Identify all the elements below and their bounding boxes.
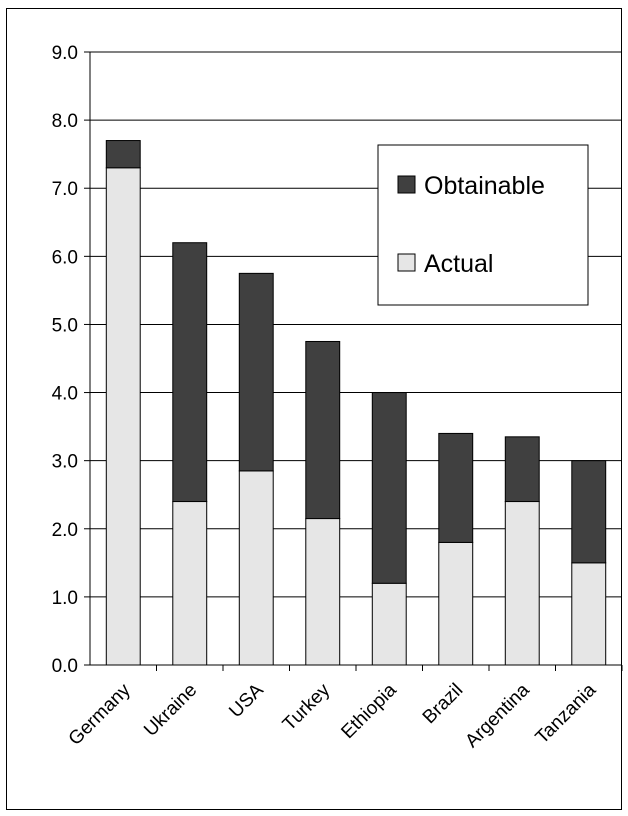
legend-box xyxy=(377,144,589,306)
bar-actual-ukraine xyxy=(172,501,208,666)
y-tick-label: 5.0 xyxy=(52,315,78,336)
bar-obtainable-turkey xyxy=(305,340,341,520)
y-tick-label: 2.0 xyxy=(52,520,78,541)
bar-obtainable-tanzania xyxy=(571,460,607,564)
y-tick-label: 0.0 xyxy=(52,656,78,677)
x-category-label: Brazil xyxy=(419,680,467,728)
bar-obtainable-argentina xyxy=(504,436,540,503)
bar-actual-argentina xyxy=(504,501,540,666)
gridlines xyxy=(90,51,622,598)
y-tick-label: 8.0 xyxy=(52,111,78,132)
y-tick-label: 3.0 xyxy=(52,452,78,473)
legend: Obtainable Actual xyxy=(377,144,589,306)
bar-actual-usa xyxy=(238,470,274,666)
y-tick-label: 9.0 xyxy=(52,43,78,64)
x-category-label: Turkey xyxy=(279,679,335,735)
legend-label-obtainable: Obtainable xyxy=(424,172,545,200)
x-category-label: Tanzania xyxy=(532,679,601,748)
legend-swatch-actual xyxy=(397,253,416,272)
y-tick-labels: 0.0 1.0 2.0 3.0 4.0 5.0 6.0 7.0 8.0 9.0 xyxy=(52,43,78,677)
bar-actual-brazil xyxy=(438,541,474,666)
bar-obtainable-germany xyxy=(105,140,141,169)
legend-label-actual: Actual xyxy=(424,250,493,278)
bars xyxy=(105,140,607,666)
y-tick-label: 4.0 xyxy=(52,384,78,405)
x-category-label: Argentina xyxy=(461,679,534,752)
bar-obtainable-ethiopia xyxy=(371,392,407,584)
axes xyxy=(84,51,623,671)
bar-actual-ethiopia xyxy=(371,582,407,666)
bar-actual-tanzania xyxy=(571,562,607,666)
x-category-label: Ukraine xyxy=(140,680,201,741)
bar-obtainable-ukraine xyxy=(172,242,208,503)
bar-obtainable-brazil xyxy=(438,432,474,543)
bar-actual-germany xyxy=(105,167,141,666)
y-tick-label: 6.0 xyxy=(52,247,78,268)
y-tick-label: 7.0 xyxy=(52,179,78,200)
x-category-label: Germany xyxy=(65,679,135,749)
bar-obtainable-usa xyxy=(238,272,274,472)
legend-swatch-obtainable xyxy=(397,175,416,194)
x-category-label: Ethiopia xyxy=(337,679,401,743)
y-tick-label: 1.0 xyxy=(52,588,78,609)
bar-actual-turkey xyxy=(305,518,341,666)
x-category-labels: Germany Ukraine USA Turkey Ethiopia BrazilArg… xyxy=(65,679,601,752)
x-category-label: USA xyxy=(225,679,268,722)
